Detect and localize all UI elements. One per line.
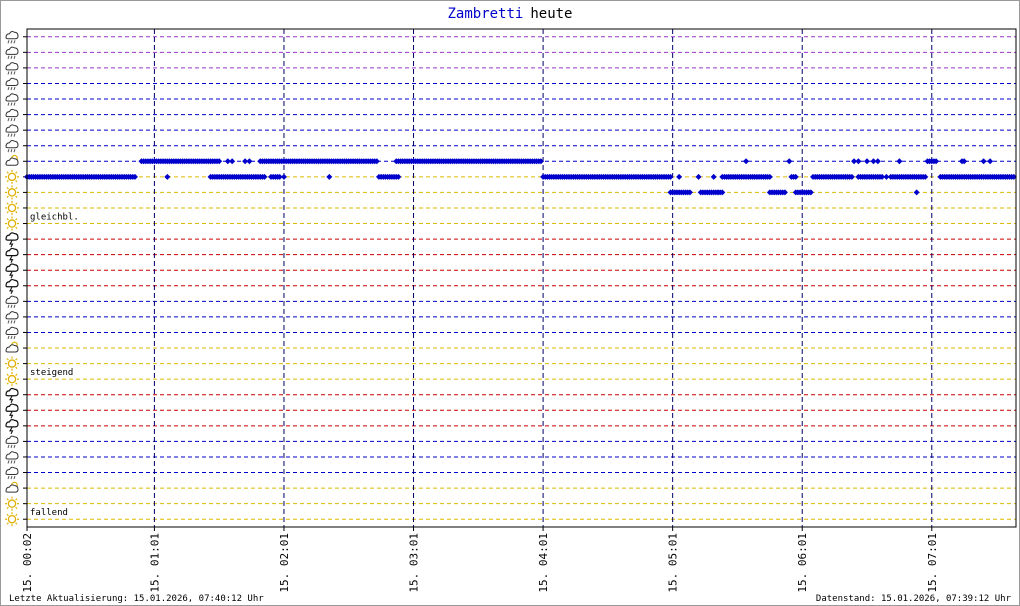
- zone-label: steigend: [30, 368, 73, 378]
- x-tick-label: 15. 00:02: [21, 533, 34, 593]
- zone-label: gleichbl.: [30, 213, 79, 223]
- plot-border: [26, 28, 1017, 528]
- data-point: [922, 173, 929, 180]
- vertical-gridlines: [26, 29, 933, 531]
- x-tick-label: 15. 07:01: [926, 533, 939, 593]
- data-point: [980, 158, 987, 165]
- data-point: [896, 158, 903, 165]
- chart-title-part1: Zambretti: [447, 6, 523, 22]
- data-point: [242, 158, 249, 165]
- data-point: [786, 158, 793, 165]
- data-point: [280, 173, 287, 180]
- data-point: [229, 158, 236, 165]
- data-point: [1010, 173, 1017, 180]
- data-point: [987, 158, 994, 165]
- x-tick-label: 15. 01:01: [148, 533, 161, 593]
- data-point: [961, 158, 968, 165]
- x-tick-label: 15. 04:01: [537, 533, 550, 593]
- data-point: [246, 158, 253, 165]
- data-point: [719, 189, 726, 196]
- data-point: [933, 158, 940, 165]
- data-point: [879, 173, 886, 180]
- data-point: [395, 173, 402, 180]
- data-point: [216, 158, 223, 165]
- data-point: [131, 173, 138, 180]
- data-point: [715, 189, 722, 196]
- data-point: [855, 158, 862, 165]
- horizontal-gridlines: [23, 36, 1016, 520]
- data-point: [686, 189, 693, 196]
- footer-data-timestamp: Datenstand: 15.01.2026, 07:39:12 Uhr: [816, 594, 1012, 604]
- x-tick-label: 15. 05:01: [667, 533, 680, 593]
- data-point: [373, 158, 380, 165]
- data-point: [261, 173, 268, 180]
- zambretti-series: [24, 158, 1017, 196]
- data-point: [883, 173, 890, 180]
- x-tick-label: 15. 03:01: [408, 533, 421, 593]
- trend-zone-labels: gleichbl. steigend fallend: [30, 213, 79, 519]
- data-point: [710, 173, 717, 180]
- data-point: [743, 158, 750, 165]
- data-point: [224, 158, 231, 165]
- data-point: [676, 173, 683, 180]
- data-point: [766, 173, 773, 180]
- data-point: [326, 173, 333, 180]
- data-point: [695, 173, 702, 180]
- chart-title-part2: heute: [530, 6, 572, 22]
- data-point: [393, 158, 400, 165]
- data-point: [851, 158, 858, 165]
- x-tick-labels: 15. 00:02 15. 01:01 15. 02:01 15. 03:01 15. …: [21, 533, 939, 593]
- data-point: [781, 189, 788, 196]
- data-point: [864, 158, 871, 165]
- x-tick-label: 15. 06:01: [796, 533, 809, 593]
- x-tick-label: 15. 02:01: [278, 533, 291, 593]
- chart-title: Zambretti heute: [447, 6, 572, 22]
- zone-label: fallend: [30, 508, 68, 518]
- data-point: [792, 173, 799, 180]
- data-point: [807, 189, 814, 196]
- data-point: [913, 189, 920, 196]
- data-point: [874, 158, 881, 165]
- data-point: [870, 158, 877, 165]
- data-point: [164, 173, 171, 180]
- data-point: [848, 173, 855, 180]
- data-point: [276, 173, 283, 180]
- data-point: [667, 173, 674, 180]
- footer-last-update: Letzte Aktualisierung: 15.01.2026, 07:40…: [9, 594, 264, 604]
- data-point: [537, 158, 544, 165]
